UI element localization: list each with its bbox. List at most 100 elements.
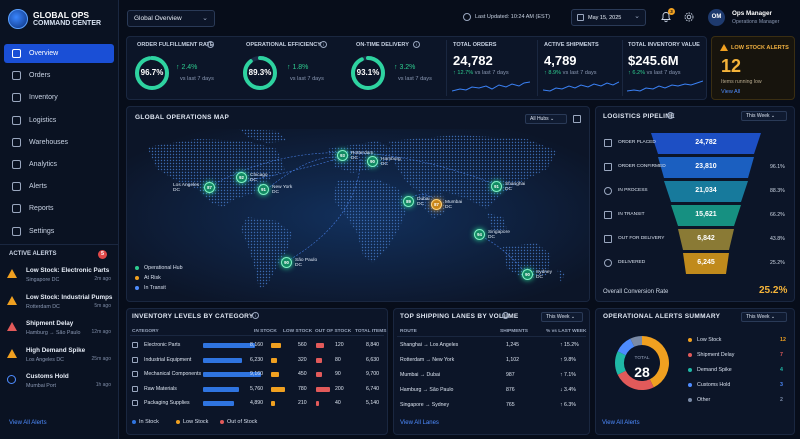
lane-change-value: 6.3% bbox=[564, 402, 576, 408]
kpi-orders-sparkline bbox=[452, 81, 530, 92]
funnel-stage[interactable] bbox=[671, 205, 741, 226]
delta-value: 8.9% bbox=[548, 70, 562, 76]
donut-slice-low-stock[interactable] bbox=[642, 336, 669, 388]
map-hub-marker[interactable]: 90 bbox=[367, 156, 378, 167]
low-stock-alerts-card[interactable]: LOW STOCK ALERTS 12 Items running low Vi… bbox=[711, 36, 795, 100]
alert-item[interactable]: Customs Hold Mumbai Port 1h ago bbox=[4, 372, 114, 394]
settings-button[interactable] bbox=[683, 11, 695, 23]
ops-alerts-period-select[interactable]: This Week ⌄ bbox=[741, 312, 787, 322]
alert-location: Hamburg → São Paulo bbox=[26, 330, 81, 336]
cart-icon bbox=[604, 139, 612, 147]
nav-item-overview[interactable]: Overview bbox=[4, 44, 114, 63]
category-icon bbox=[132, 371, 138, 377]
alert-item[interactable]: Low Stock: Industrial Pumps Rotterdam DC 5… bbox=[4, 293, 114, 315]
low-stock-bar bbox=[271, 386, 285, 392]
category-icon bbox=[132, 385, 138, 392]
donut-slice-customs-hold[interactable] bbox=[617, 338, 635, 356]
lane-destination: New York bbox=[432, 357, 455, 363]
lane-shipments: 1,245 bbox=[506, 342, 519, 348]
brand-title: GLOBAL OPS bbox=[33, 10, 90, 20]
divider bbox=[397, 336, 586, 337]
map-hub-label: Sydney DC bbox=[536, 270, 552, 281]
map-hub-marker[interactable]: 90 bbox=[522, 269, 533, 280]
ops-legend-item: Demand Spike bbox=[688, 367, 732, 373]
lane-change-value: 9.8% bbox=[564, 357, 576, 363]
funnel-stage[interactable] bbox=[683, 253, 729, 274]
nav-item-warehouses[interactable]: Warehouses bbox=[4, 133, 114, 152]
legend-value: 7 bbox=[780, 352, 783, 358]
hub-score: 87 bbox=[434, 202, 439, 207]
map-hub-marker[interactable]: 87 bbox=[431, 199, 442, 210]
gear-icon bbox=[12, 226, 21, 236]
lanes-period-value: This Week bbox=[546, 314, 570, 320]
funnel-stage[interactable] bbox=[651, 133, 761, 154]
arrow-right-icon: → bbox=[421, 387, 430, 393]
user-menu[interactable]: OM Ops Manager Operations Manager bbox=[708, 8, 796, 28]
donut-slice-shipment-delay[interactable] bbox=[617, 370, 654, 390]
nav-item-label: Overview bbox=[29, 50, 59, 57]
funnel-stage[interactable] bbox=[664, 181, 748, 202]
donut-slice-other[interactable] bbox=[630, 336, 642, 347]
view-select[interactable]: Global Overview ⌄ bbox=[127, 10, 215, 27]
map-hub-marker[interactable]: 87 bbox=[204, 182, 215, 193]
nav-item-reports[interactable]: Reports bbox=[4, 199, 114, 218]
map-hub-label: Shanghai DC bbox=[505, 182, 526, 193]
date-picker[interactable]: May 15, 2025 ⌄ bbox=[571, 9, 646, 26]
map-hub-marker[interactable]: 93 bbox=[337, 150, 348, 161]
bell-icon bbox=[12, 182, 21, 192]
map-hub-marker[interactable]: 90 bbox=[281, 257, 292, 268]
lanes-period-select[interactable]: This Week ⌄ bbox=[541, 312, 583, 322]
hub-score: 87 bbox=[207, 185, 212, 190]
total-items-value: 8,840 bbox=[366, 342, 379, 348]
notifications-button[interactable]: 3 bbox=[660, 8, 675, 23]
gauge-fill bbox=[243, 56, 277, 90]
alert-item[interactable]: High Demand Spike Los Angeles DC 25m ago bbox=[4, 346, 114, 368]
view-all-alerts-link[interactable]: View All Alerts bbox=[9, 420, 47, 426]
legend-label: Low Stock bbox=[183, 419, 209, 425]
funnel-stage[interactable] bbox=[678, 229, 734, 250]
hub-score: 90 bbox=[525, 272, 530, 277]
ops-legend-item: Low Stock bbox=[688, 337, 721, 343]
lanes-column-header: SHIPMENTS bbox=[500, 329, 528, 334]
map-hub-marker[interactable]: 91 bbox=[258, 184, 269, 195]
map-legend-item: In Transit bbox=[135, 285, 166, 291]
inventory-column-header: CATEGORY bbox=[132, 329, 159, 334]
funnel-stage-pct: 88.3% bbox=[770, 188, 785, 194]
brand-subtitle: COMMAND CENTER bbox=[33, 20, 102, 27]
package-icon bbox=[604, 235, 612, 243]
divider bbox=[130, 335, 384, 336]
alert-item[interactable]: Low Stock: Electronic Parts Singapore DC 2… bbox=[4, 266, 114, 288]
ops-legend-item: Other bbox=[688, 397, 710, 403]
lane-change: ↑ 9.8% bbox=[560, 357, 576, 363]
nav-item-settings[interactable]: Settings bbox=[4, 222, 114, 241]
map-hub-marker[interactable]: 89 bbox=[403, 196, 414, 207]
map-hub-marker[interactable]: 94 bbox=[474, 229, 485, 240]
map-hub-marker[interactable]: 92 bbox=[236, 172, 247, 183]
nav-item-analytics[interactable]: Analytics bbox=[4, 155, 114, 174]
low-stock-view-all-link[interactable]: View All bbox=[721, 89, 741, 95]
map-hub-label: New York DC bbox=[272, 185, 293, 196]
map-filter-select[interactable]: All Hubs ⌄ bbox=[525, 114, 567, 124]
alert-item[interactable]: Shipment Delay Hamburg → São Paulo 12m ago bbox=[4, 319, 114, 341]
map-hub-marker[interactable]: 91 bbox=[491, 181, 502, 192]
inventory-column-header: IN STOCK bbox=[254, 329, 277, 334]
low-stock-value: 450 bbox=[298, 371, 307, 377]
alert-location: Rotterdam DC bbox=[26, 303, 60, 310]
donut-slice-demand-spike[interactable] bbox=[615, 351, 626, 375]
nav-item-orders[interactable]: Orders bbox=[4, 66, 114, 85]
legend-swatch bbox=[688, 382, 692, 387]
lanes-title: TOP SHIPPING LANES BY VOLUME bbox=[400, 313, 519, 320]
nav-item-logistics[interactable]: Logistics bbox=[4, 111, 114, 130]
view-all-ops-alerts-link[interactable]: View All Alerts bbox=[602, 420, 640, 426]
pipeline-period-select[interactable]: This Week ⌄ bbox=[741, 111, 787, 121]
nav-item-alerts[interactable]: Alerts bbox=[4, 177, 114, 196]
map-hub-label: Rotterdam DC bbox=[351, 151, 374, 162]
nav-item-inventory[interactable]: Inventory bbox=[4, 88, 114, 107]
info-icon: i bbox=[207, 41, 214, 48]
chevron-down-icon: ⌄ bbox=[770, 314, 776, 320]
chevron-down-icon: ⌄ bbox=[570, 314, 576, 320]
funnel-stage[interactable] bbox=[658, 157, 754, 178]
expand-icon[interactable] bbox=[573, 115, 581, 123]
map-hub-label: São Paulo DC bbox=[295, 258, 318, 269]
view-all-lanes-link[interactable]: View All Lanes bbox=[400, 420, 439, 426]
